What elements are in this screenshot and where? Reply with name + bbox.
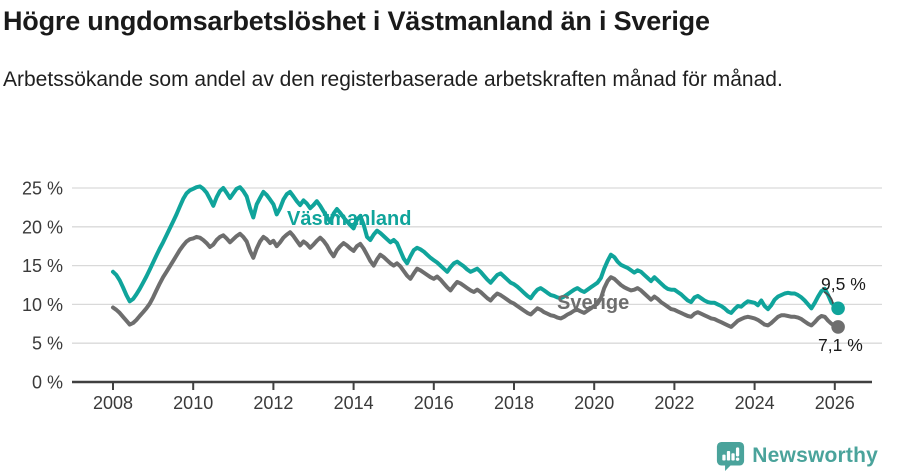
line-västmanland (111, 184, 841, 315)
x-tick-label: 2016 (414, 393, 454, 413)
x-tick-label: 2020 (574, 393, 614, 413)
series-label-sverige: Sverige (557, 292, 630, 314)
newsworthy-logo: Newsworthy (716, 441, 878, 471)
x-tick-label: 2024 (735, 393, 775, 413)
x-tick-label: 2010 (173, 393, 213, 413)
series-label-vastmanland: Västmanland (287, 208, 412, 230)
y-tick-label: 15 % (22, 256, 63, 276)
x-tick-label: 2014 (334, 393, 374, 413)
y-tick-label: 10 % (22, 295, 63, 315)
chart-title: Högre ungdomsarbetslöshet i Västmanland … (3, 6, 710, 36)
newsworthy-icon (717, 441, 745, 471)
end-label-leader (823, 291, 834, 305)
newsworthy-text: Newsworthy (752, 444, 878, 467)
chart-subtitle: Arbetssökande som andel av den registerb… (3, 68, 783, 91)
x-tick-label: 2026 (815, 393, 855, 413)
x-tick-label: 2008 (93, 393, 133, 413)
end-dot-västmanland (831, 301, 845, 316)
x-tick-label: 2018 (494, 393, 534, 413)
y-tick-label: 5 % (32, 334, 63, 354)
end-value-label-vastmanland: 9,5 % (821, 274, 866, 294)
end-dot-sverige (831, 320, 845, 334)
y-tick-label: 0 % (32, 373, 63, 393)
x-tick-label: 2022 (654, 393, 694, 413)
x-tick-label: 2012 (253, 393, 293, 413)
y-tick-label: 20 % (22, 217, 63, 237)
y-tick-label: 25 % (22, 179, 63, 199)
line-sverige (111, 230, 841, 329)
end-value-label-sverige: 7,1 % (818, 335, 863, 355)
